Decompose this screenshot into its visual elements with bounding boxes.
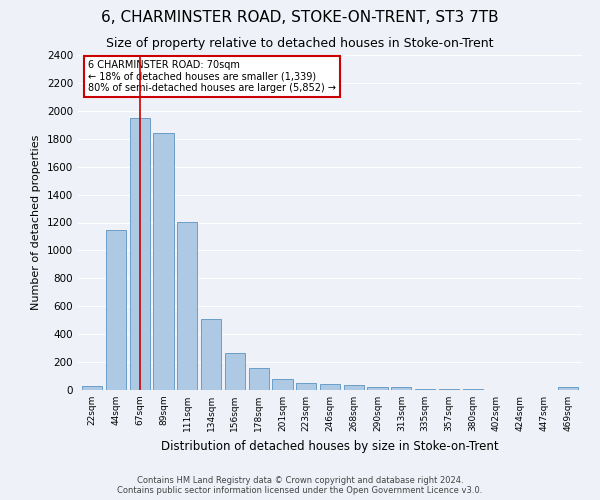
Text: 6 CHARMINSTER ROAD: 70sqm
← 18% of detached houses are smaller (1,339)
80% of se: 6 CHARMINSTER ROAD: 70sqm ← 18% of detac… xyxy=(88,60,336,93)
Text: Contains HM Land Registry data © Crown copyright and database right 2024.
Contai: Contains HM Land Registry data © Crown c… xyxy=(118,476,482,495)
Bar xyxy=(154,133,173,390)
Bar xyxy=(106,230,126,390)
Bar xyxy=(415,388,435,390)
Bar xyxy=(177,222,197,390)
Bar xyxy=(367,387,388,390)
Bar xyxy=(557,387,578,390)
Bar xyxy=(225,353,245,390)
Text: 6, CHARMINSTER ROAD, STOKE-ON-TRENT, ST3 7TB: 6, CHARMINSTER ROAD, STOKE-ON-TRENT, ST3… xyxy=(101,10,499,25)
Bar xyxy=(201,319,221,390)
Bar xyxy=(296,383,316,390)
Bar xyxy=(130,118,150,390)
Text: Size of property relative to detached houses in Stoke-on-Trent: Size of property relative to detached ho… xyxy=(106,38,494,51)
Bar xyxy=(82,386,103,390)
Bar xyxy=(344,385,364,390)
Bar xyxy=(320,384,340,390)
Bar xyxy=(272,379,293,390)
Bar xyxy=(248,368,269,390)
Y-axis label: Number of detached properties: Number of detached properties xyxy=(31,135,41,310)
Bar xyxy=(391,387,412,390)
X-axis label: Distribution of detached houses by size in Stoke-on-Trent: Distribution of detached houses by size … xyxy=(161,440,499,452)
